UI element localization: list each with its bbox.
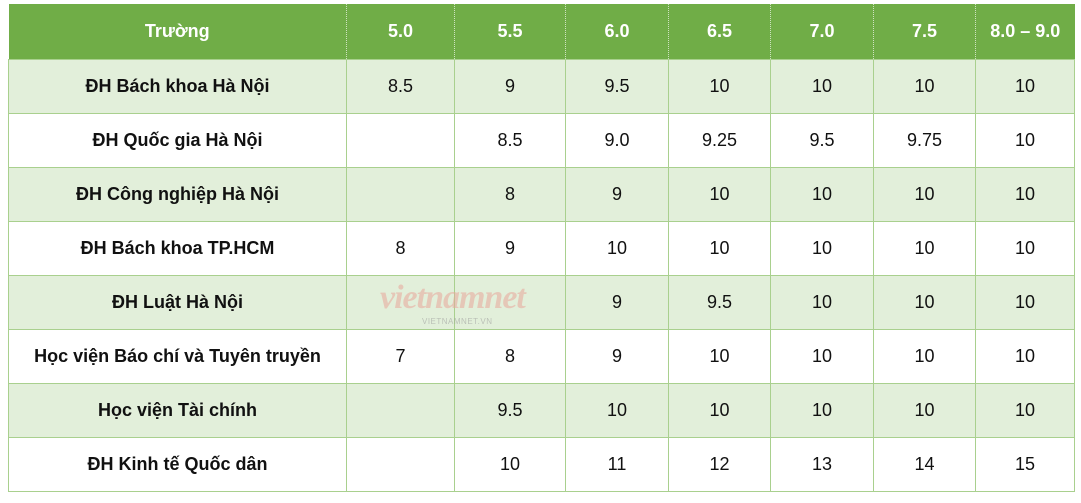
header-score-column: 6.5 — [668, 4, 771, 60]
score-cell: 10 — [668, 329, 771, 384]
school-name-cell: ĐH Bách khoa TP.HCM — [8, 221, 347, 276]
score-cell — [346, 383, 455, 438]
score-cell: 9 — [565, 329, 669, 384]
score-cell: 13 — [770, 437, 874, 492]
score-cell: 10 — [668, 221, 771, 276]
score-cell: 10 — [668, 383, 771, 438]
score-cell: 9.0 — [565, 113, 669, 168]
score-cell — [346, 437, 455, 492]
score-cell: 14 — [873, 437, 976, 492]
header-score-column: 8.0 – 9.0 — [975, 4, 1075, 60]
score-cell: 8 — [454, 167, 566, 222]
score-cell: 15 — [975, 437, 1075, 492]
score-cell: 9 — [454, 221, 566, 276]
score-cell: 10 — [873, 167, 976, 222]
score-cell: 10 — [975, 167, 1075, 222]
score-cell: 9.5 — [668, 275, 771, 330]
header-school: Trường — [8, 4, 347, 60]
score-cell: 10 — [873, 383, 976, 438]
score-cell: 9 — [565, 275, 669, 330]
score-cell: 10 — [565, 383, 669, 438]
table-row: ĐH Bách khoa Hà Nội 8.5 9 9.5 10 10 10 10 — [8, 59, 1075, 114]
school-name-cell: ĐH Bách khoa Hà Nội — [8, 59, 347, 114]
score-cell: 10 — [770, 221, 874, 276]
score-cell: 9.5 — [770, 113, 874, 168]
score-cell: 10 — [770, 275, 874, 330]
header-row: Trường 5.0 5.5 6.0 6.5 7.0 7.5 8.0 – 9.0 — [8, 4, 1075, 60]
score-cell — [346, 275, 455, 330]
school-name-cell: ĐH Công nghiệp Hà Nội — [8, 167, 347, 222]
school-name-cell: ĐH Luật Hà Nội — [8, 275, 347, 330]
header-score-column: 7.0 — [770, 4, 874, 60]
score-cell: 10 — [873, 329, 976, 384]
score-cell: 11 — [565, 437, 669, 492]
score-cell: 10 — [873, 275, 976, 330]
score-cell: 9.25 — [668, 113, 771, 168]
score-cell — [346, 113, 455, 168]
header-score-column: 6.0 — [565, 4, 669, 60]
score-cell: 8 — [454, 329, 566, 384]
school-name-cell: ĐH Quốc gia Hà Nội — [8, 113, 347, 168]
score-cell: 8.5 — [346, 59, 455, 114]
table-row: ĐH Kinh tế Quốc dân 10 11 12 13 14 15 — [8, 437, 1075, 492]
score-cell — [346, 167, 455, 222]
table-row: Học viện Báo chí và Tuyên truyền 7 8 9 10 10 1… — [8, 329, 1075, 384]
header-score-column: 5.5 — [454, 4, 566, 60]
score-cell: 7 — [346, 329, 455, 384]
score-cell — [454, 275, 566, 330]
table-row: ĐH Quốc gia Hà Nội 8.5 9.0 9.25 9.5 9.75 10 — [8, 113, 1075, 168]
score-cell: 10 — [975, 59, 1075, 114]
score-cell: 10 — [770, 59, 874, 114]
school-name-cell: ĐH Kinh tế Quốc dân — [8, 437, 347, 492]
score-cell: 9.5 — [565, 59, 669, 114]
score-cell: 10 — [770, 329, 874, 384]
score-cell: 9.5 — [454, 383, 566, 438]
score-cell: 10 — [668, 59, 771, 114]
score-cell: 10 — [975, 329, 1075, 384]
score-cell: 9.75 — [873, 113, 976, 168]
score-cell: 10 — [975, 221, 1075, 276]
score-cell: 9 — [565, 167, 669, 222]
table-row: ĐH Công nghiệp Hà Nội 8 9 10 10 10 10 — [8, 167, 1075, 222]
table-row: ĐH Luật Hà Nội 9 9.5 10 10 10 — [8, 275, 1075, 330]
score-conversion-table: Trường 5.0 5.5 6.0 6.5 7.0 7.5 8.0 – 9.0 ĐH Bác… — [8, 4, 1075, 492]
score-cell: 8.5 — [454, 113, 566, 168]
score-cell: 10 — [565, 221, 669, 276]
table-row: Học viện Tài chính 9.5 10 10 10 10 10 — [8, 383, 1075, 438]
score-cell: 10 — [975, 275, 1075, 330]
school-name-cell: Học viện Tài chính — [8, 383, 347, 438]
header-score-column: 5.0 — [346, 4, 455, 60]
score-cell: 8 — [346, 221, 455, 276]
school-name-cell: Học viện Báo chí và Tuyên truyền — [8, 329, 347, 384]
table-row: ĐH Bách khoa TP.HCM 8 9 10 10 10 10 10 — [8, 221, 1075, 276]
score-cell: 10 — [873, 59, 976, 114]
score-cell: 10 — [873, 221, 976, 276]
score-cell: 10 — [975, 383, 1075, 438]
score-cell: 9 — [454, 59, 566, 114]
score-cell: 10 — [668, 167, 771, 222]
score-cell: 12 — [668, 437, 771, 492]
score-cell: 10 — [454, 437, 566, 492]
score-cell: 10 — [770, 167, 874, 222]
header-score-column: 7.5 — [873, 4, 976, 60]
score-cell: 10 — [770, 383, 874, 438]
score-cell: 10 — [975, 113, 1075, 168]
